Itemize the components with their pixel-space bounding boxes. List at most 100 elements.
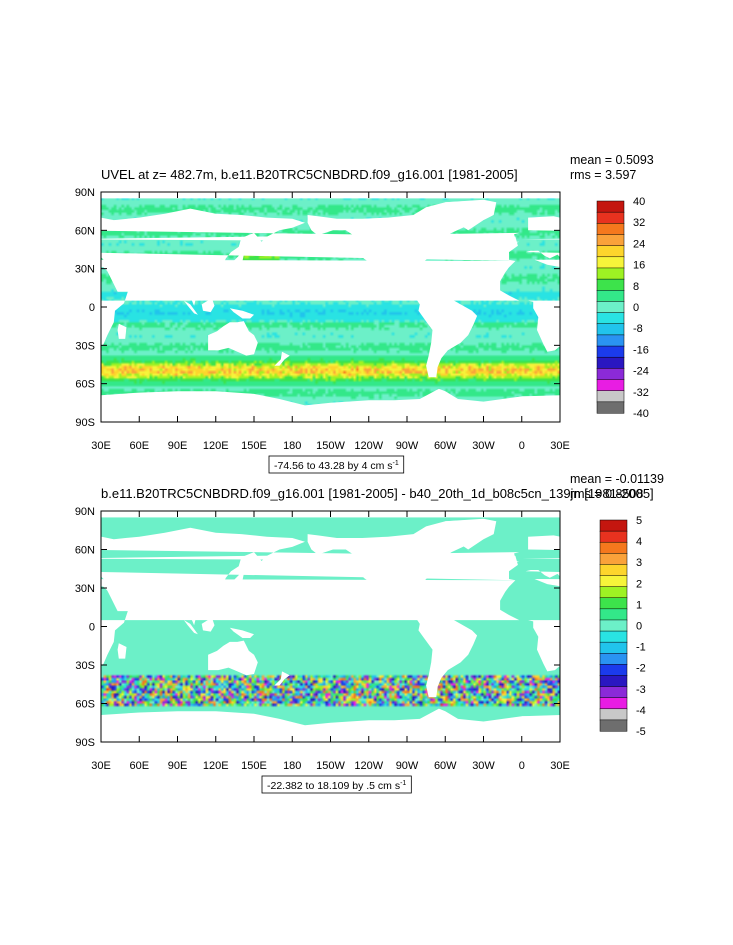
colorbar-swatch	[599, 608, 628, 621]
colorbar-swatch	[599, 519, 628, 532]
y-tick-label: 90N	[75, 506, 95, 518]
land-sumatra	[643, 620, 657, 634]
colorbar-swatch	[599, 653, 628, 665]
colorbar-swatch	[596, 301, 625, 314]
colorbar-swatch	[596, 356, 625, 369]
land-antarctica	[521, 715, 560, 742]
land-uk	[101, 232, 520, 244]
colorbar-swatch	[599, 564, 628, 577]
land-madagascar	[577, 324, 586, 339]
colorbar-swatch	[599, 641, 628, 654]
range-box	[268, 455, 405, 474]
x-tick-label: 0	[519, 760, 525, 772]
colorbar-label: 16	[633, 260, 645, 272]
colorbar-swatch	[599, 597, 628, 610]
x-tick-label: 60W	[434, 440, 457, 452]
colorbar-swatch	[599, 530, 628, 543]
colorbar-swatch	[599, 697, 628, 710]
x-tick-label: 30E	[91, 440, 111, 452]
colorbar-label: -2	[636, 663, 646, 675]
land-uk	[0, 552, 60, 562]
land-eurasia	[101, 208, 518, 306]
colorbar-label: -4	[636, 705, 646, 717]
x-tick-label: 90E	[168, 440, 188, 452]
x-tick-label: 150W	[316, 760, 345, 772]
colorbar-swatch	[599, 719, 628, 732]
colorbar-label: 5	[636, 515, 642, 527]
land-newguinea	[689, 628, 713, 638]
x-tick-label: 150E	[241, 760, 267, 772]
x-tick-label: 30E	[550, 440, 570, 452]
land-eurasia	[0, 528, 59, 626]
colorbar-label: -8	[633, 323, 643, 335]
land-sumatra	[643, 301, 657, 315]
land-newguinea	[229, 308, 254, 319]
colorbar-label: 24	[633, 238, 645, 250]
panel-1: 30E 60E 90E 120E 150E 180 150W 120W 90W 60W 30W 0 30…	[0, 153, 713, 474]
colorbar-label: -24	[633, 366, 649, 378]
land-antarctica	[101, 388, 560, 422]
colorbar-label: 0	[633, 302, 639, 314]
land-uk	[101, 552, 520, 563]
rms-label: rms = 0.8508	[570, 487, 643, 501]
colorbar-swatch	[596, 290, 625, 302]
x-tick-label: 30E	[91, 760, 111, 772]
land-africa	[101, 579, 520, 666]
colorbar-label: -1	[636, 642, 646, 654]
land-uk	[0, 233, 60, 243]
colorbar-swatch	[599, 630, 628, 643]
range-note: -22.382 to 18.109 by .5 cm s-1	[267, 780, 406, 792]
x-tick-label: 90W	[396, 440, 419, 452]
colorbar-label: -3	[636, 684, 646, 696]
y-tick-label: 90S	[75, 737, 95, 749]
land-madagascar	[577, 643, 586, 658]
colorbar-swatch	[596, 390, 625, 403]
colorbar-label: 8	[633, 281, 639, 293]
land-borneo	[661, 298, 674, 312]
x-tick-label: 180	[283, 760, 301, 772]
colorbar-swatch	[599, 553, 628, 565]
y-tick-label: 30S	[75, 660, 95, 672]
colorbar-label: 2	[636, 578, 642, 590]
colorbar-label: -5	[636, 726, 646, 738]
chart-title: UVEL at z= 482.7m, b.e11.B20TRC5CNBDRD.f…	[101, 167, 518, 182]
colorbar-swatch	[596, 345, 625, 358]
y-tick-label: 60N	[75, 545, 95, 557]
land-eurasia	[525, 216, 560, 259]
y-tick-label: 0	[89, 622, 95, 634]
land-eurasia	[0, 209, 59, 306]
land-antarctica	[101, 708, 560, 742]
land-newzealand	[274, 351, 290, 366]
land-africa	[528, 259, 560, 352]
land-americas	[0, 201, 25, 377]
land-greenland	[0, 200, 37, 231]
y-tick-label: 30N	[75, 264, 95, 276]
colorbar-swatch	[599, 686, 628, 699]
x-tick-label: 120E	[203, 760, 229, 772]
colorbar-label: -32	[633, 387, 649, 399]
land-sumatra	[183, 620, 198, 635]
y-tick-label: 60S	[75, 699, 95, 711]
x-tick-label: 60E	[129, 760, 149, 772]
colorbar-label: 32	[633, 217, 645, 229]
land-eurasia	[525, 535, 560, 578]
x-tick-label: 30W	[472, 440, 495, 452]
land-greenland	[0, 519, 37, 550]
y-tick-label: 0	[89, 302, 95, 314]
colorbar-swatch	[596, 245, 625, 258]
land-newguinea	[689, 308, 713, 318]
colorbar-swatch	[596, 312, 625, 325]
x-tick-label: 60W	[434, 760, 457, 772]
colorbar-label: 4	[636, 536, 642, 548]
colorbar-swatch	[596, 323, 625, 336]
rms-label: rms = 3.597	[570, 168, 636, 182]
colorbar-swatch	[599, 708, 628, 721]
land-newzealand	[274, 671, 290, 686]
land-japan	[228, 568, 244, 587]
land-africa	[101, 259, 520, 347]
land-africa	[528, 579, 560, 672]
land-japan	[688, 569, 703, 587]
panel-2: 30E 60E 90E 120E 150E 180 150W 120W 90W 60W 30W 0 30…	[0, 472, 713, 794]
x-tick-label: 90W	[396, 760, 419, 772]
